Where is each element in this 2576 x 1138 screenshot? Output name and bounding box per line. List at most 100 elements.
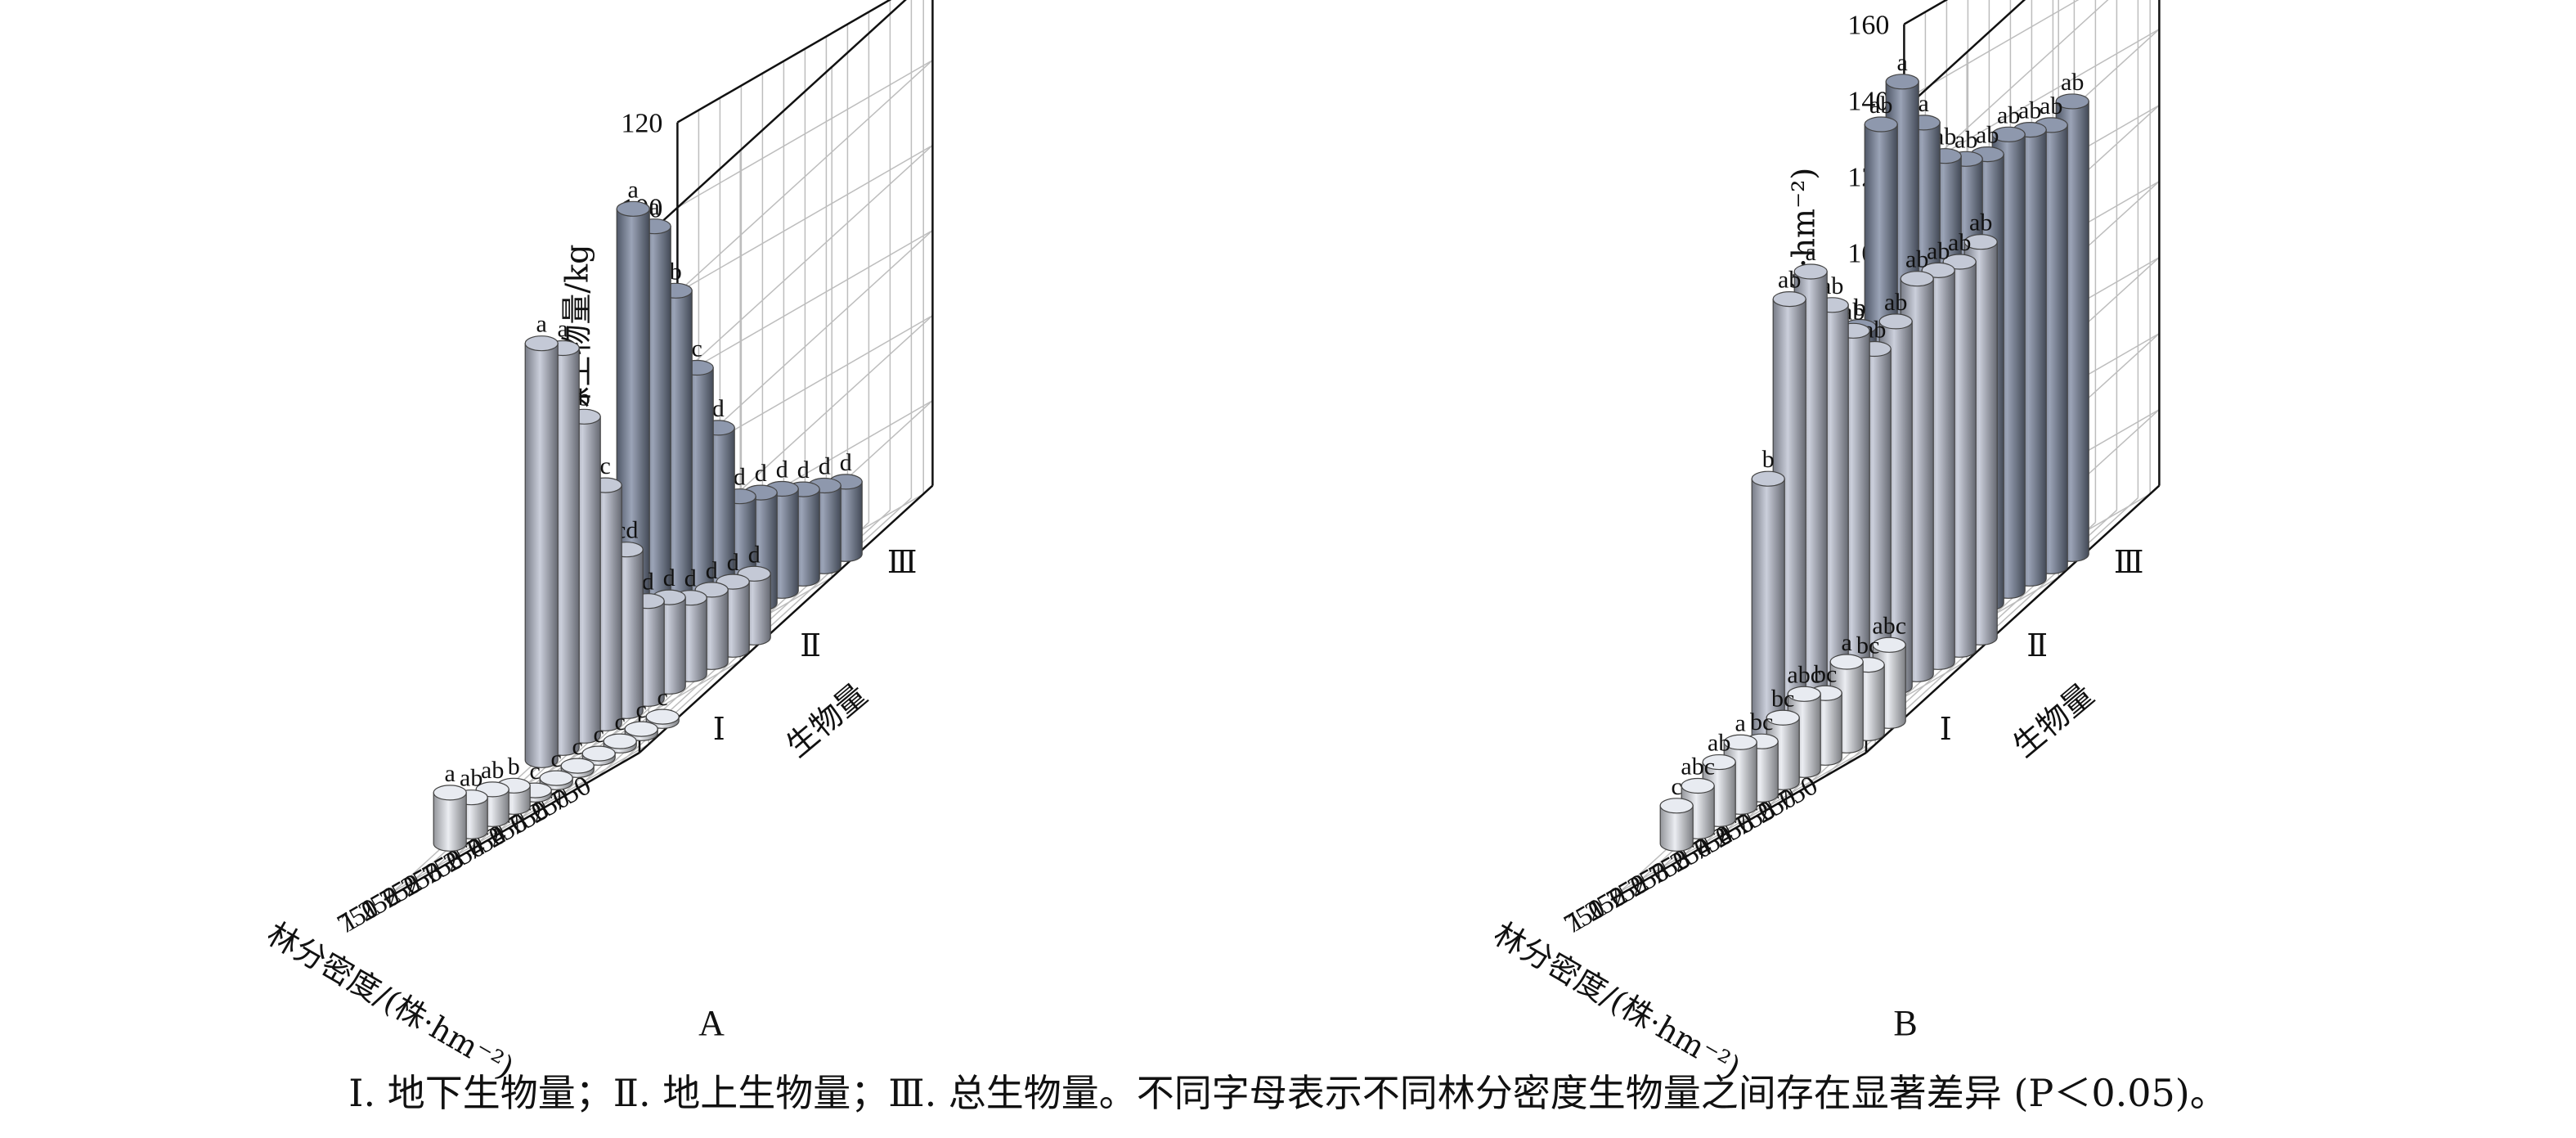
significance-label: ab <box>481 757 504 784</box>
significance-label: a <box>445 760 456 787</box>
significance-label: d <box>712 395 725 422</box>
bar-top <box>603 733 637 749</box>
bar-top <box>1991 126 2026 142</box>
series-axis-line <box>639 484 934 753</box>
significance-label: a <box>649 194 660 221</box>
bar-top <box>1787 686 1821 702</box>
significance-label: ab <box>2018 97 2041 124</box>
significance-label: c <box>692 335 702 362</box>
bar: c <box>560 733 595 778</box>
significance-label: d <box>684 565 697 592</box>
bar-top <box>433 785 467 801</box>
significance-label: a <box>628 176 639 203</box>
bar-top <box>1829 654 1864 670</box>
bar-top <box>539 770 573 786</box>
significance-label: c <box>657 684 668 711</box>
significance-label: d <box>776 457 788 484</box>
frame-edge <box>676 0 892 124</box>
bar: ab <box>1702 730 1736 827</box>
bar-top <box>616 200 650 217</box>
significance-label: ab <box>1948 229 1971 256</box>
back-wall-gridline <box>639 0 907 243</box>
significance-label: c <box>594 721 604 748</box>
bar-top <box>1766 709 1800 726</box>
panel-label: A <box>698 1003 725 1043</box>
floor-gridline <box>393 744 649 893</box>
significance-label: ab <box>1969 209 1992 236</box>
chart-panel-B: 20406080100120140160油松林生物量/(t·hm⁻²)7501 … <box>1488 0 2161 1086</box>
significance-label: ab <box>1869 92 1892 119</box>
significance-label: b <box>578 384 590 411</box>
significance-label: a <box>1919 90 1929 117</box>
bar-top <box>1872 636 1906 653</box>
value-tick-label: 120 <box>621 109 662 139</box>
significance-label: c <box>1672 773 1682 800</box>
significance-label: a <box>1842 629 1852 656</box>
significance-label: c <box>572 733 583 760</box>
significance-label: ab <box>1778 267 1801 294</box>
bar: b <box>1751 446 1785 768</box>
significance-label: d <box>819 453 831 480</box>
significance-label: ab <box>1927 237 1950 264</box>
significance-label: abc <box>1681 753 1715 780</box>
significance-label: ab <box>460 765 482 792</box>
significance-label: c <box>530 758 541 785</box>
density-axis-line <box>384 751 640 902</box>
bar-body <box>433 792 467 852</box>
bar: c <box>1659 773 1694 852</box>
significance-label: d <box>642 569 654 596</box>
frame-edge <box>639 0 907 243</box>
bar: a <box>524 311 559 768</box>
bar-top <box>1864 116 1898 133</box>
significance-label: d <box>706 557 718 584</box>
series-tick-label: Ⅰ <box>1940 711 1952 747</box>
significance-label: d <box>748 541 761 568</box>
significance-label: d <box>755 460 767 487</box>
significance-label: bc <box>1814 660 1837 687</box>
bar-top <box>560 758 595 774</box>
significance-label: a <box>1735 709 1746 736</box>
significance-label: c <box>615 708 626 735</box>
significance-label: c <box>636 696 647 723</box>
significance-label: bc <box>1750 708 1773 735</box>
significance-label: d <box>663 565 675 591</box>
value-tick-label: 140 <box>1847 87 1889 117</box>
significance-label: ab <box>2040 92 2062 119</box>
bar-top <box>624 721 658 737</box>
significance-label: ab <box>1905 246 1928 273</box>
significance-label: abc <box>1787 661 1821 688</box>
significance-label: b <box>670 258 682 285</box>
bar-body <box>524 343 559 768</box>
density-axis-title: 林分密度/(株·hm⁻²) <box>261 915 520 1086</box>
series-tick-label: Ⅱ <box>2026 627 2048 663</box>
density-axis-line <box>1610 751 1867 902</box>
series-tick-label: Ⅱ <box>800 627 821 663</box>
bar: a <box>433 760 467 852</box>
density-axis-title: 林分密度/(株·hm⁻²) <box>1488 915 1747 1086</box>
significance-label: ab <box>1884 289 1907 316</box>
bar-body <box>1659 805 1694 852</box>
significance-label: c <box>551 745 562 772</box>
bar-top <box>1702 753 1736 771</box>
significance-label: ab <box>2061 69 2084 96</box>
back-wall-gridline <box>639 60 933 328</box>
series-axis-title: 生物量 <box>779 677 874 764</box>
significance-label: b <box>1854 295 1866 322</box>
bar-top <box>1885 74 1919 90</box>
bar-top <box>1681 777 1715 794</box>
series-tick-label: Ⅲ <box>887 544 918 580</box>
significance-label: c <box>600 452 611 479</box>
floor-gridline <box>1619 744 1876 893</box>
figure-caption: Ⅰ. 地下生物量；Ⅱ. 地上生物量；Ⅲ. 总生物量。不同字母表示不同林分密度生物… <box>348 1071 2228 1115</box>
series-axis-line <box>1865 484 2161 753</box>
bar-top <box>1659 798 1694 814</box>
significance-label: a <box>558 316 568 343</box>
bar-top <box>1878 313 1913 330</box>
significance-label: d <box>734 464 746 491</box>
significance-label: bc <box>1856 632 1879 659</box>
significance-label: a <box>1897 49 1908 76</box>
value-tick-label: 160 <box>1847 11 1889 41</box>
bar-top <box>1963 234 1998 250</box>
